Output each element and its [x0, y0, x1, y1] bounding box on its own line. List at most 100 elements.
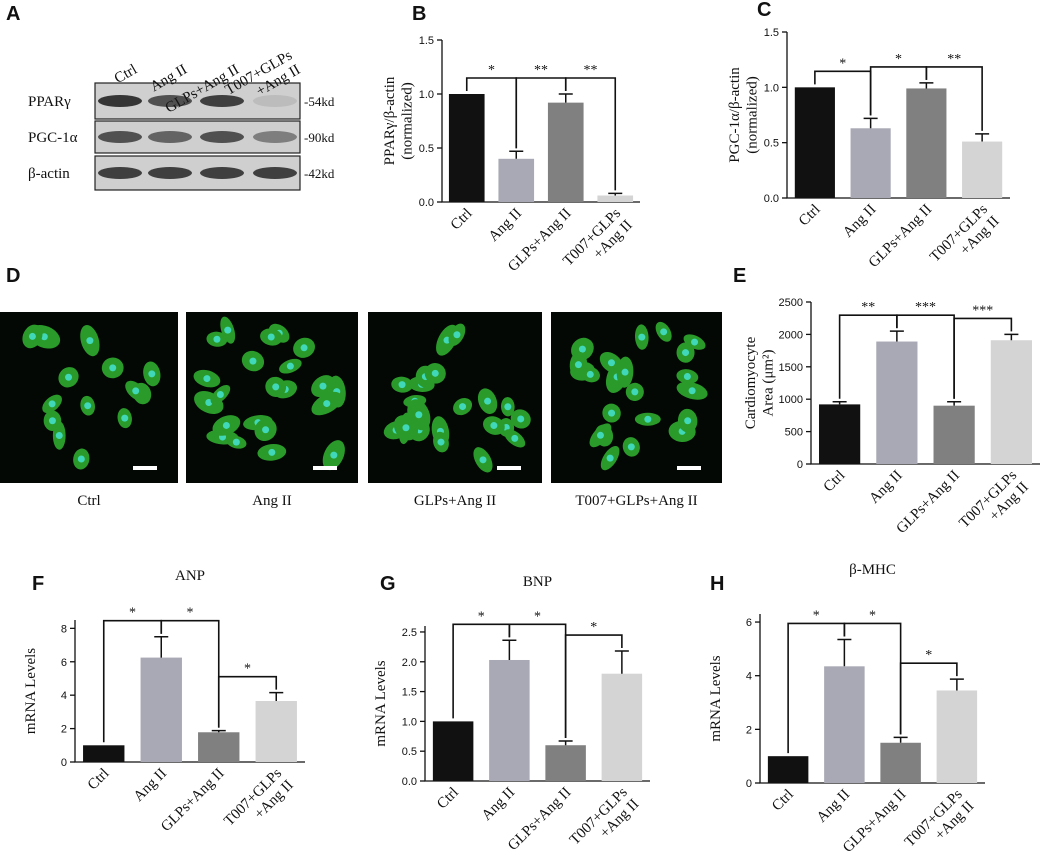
significance-bracket: [217, 675, 278, 728]
y-tick-label: 1000: [779, 394, 803, 406]
bar: [597, 195, 634, 202]
nucleus: [586, 370, 594, 378]
y-tick-label: 2: [61, 724, 67, 736]
nucleus: [627, 443, 635, 451]
nucleus: [40, 333, 48, 341]
y-axis-label-line: Area (μm²): [760, 349, 776, 416]
y-axis-label-line: mRNA Levels: [708, 655, 724, 741]
scale-bar: [677, 466, 701, 470]
scale-bar: [133, 466, 157, 470]
error-bar: [919, 82, 934, 89]
bar: [876, 341, 918, 464]
panel-letter: F: [32, 573, 44, 595]
significance-label: *: [129, 606, 136, 621]
y-tick-label: 2500: [779, 297, 803, 309]
image-caption: GLPs+Ang II: [414, 493, 496, 509]
nucleus: [453, 331, 461, 339]
x-tick-label: T007+GLPs+Ang II: [567, 784, 643, 860]
y-tick-label: 1.5: [419, 35, 434, 47]
nucleus: [608, 409, 616, 417]
nucleus: [84, 402, 92, 410]
panel-letter: A: [6, 3, 20, 25]
bar: [824, 666, 865, 783]
image-caption: Ctrl: [77, 493, 100, 509]
significance-label: *: [869, 608, 876, 623]
y-tick-label: 2.5: [402, 627, 417, 639]
nucleus: [511, 434, 519, 442]
error-bar: [154, 635, 169, 658]
y-tick-label: 4: [746, 671, 752, 683]
y-axis-label-line: mRNA Levels: [23, 648, 39, 734]
nucleus: [109, 364, 117, 372]
y-axis-label: mRNA Levels: [708, 655, 724, 741]
y-axis-label-line: mRNA Levels: [373, 660, 389, 746]
y-tick-label: 0: [61, 757, 67, 769]
bar: [255, 701, 297, 762]
nucleus: [86, 337, 94, 345]
y-tick-label: 0: [746, 778, 752, 790]
x-tick-label: Ctrl: [796, 202, 824, 230]
nucleus: [415, 411, 423, 419]
bar: [198, 732, 240, 762]
nucleus: [459, 403, 467, 411]
x-tick-label: T007+GLPs+Ang II: [956, 467, 1032, 543]
panel-letter: H: [710, 573, 724, 595]
nucleus: [484, 397, 492, 405]
nucleus: [684, 417, 692, 425]
x-tick-label: T007+GLPs+Ang II: [221, 765, 297, 841]
blot-band: [253, 167, 297, 179]
y-tick-label: 0.0: [764, 193, 779, 205]
panel-letter: B: [412, 3, 426, 25]
nucleus: [431, 369, 439, 377]
blot-band: [200, 167, 244, 179]
error-bar: [975, 133, 990, 142]
bar: [906, 88, 947, 198]
nucleus: [683, 373, 691, 381]
x-tick-label: Ctrl: [769, 787, 797, 815]
nucleus: [644, 415, 652, 423]
nucleus: [517, 415, 525, 423]
x-tick-label: T007+GLPs+Ang II: [927, 201, 1003, 277]
x-tick-label: Ctrl: [448, 206, 476, 234]
bar: [880, 742, 921, 783]
bar: [601, 673, 643, 781]
panel-letter: G: [380, 573, 396, 595]
y-axis-label-line: PGC-1α/β-actin: [727, 67, 743, 163]
nucleus: [300, 344, 308, 352]
significance-label: *: [895, 52, 902, 67]
nucleus: [682, 349, 690, 357]
nucleus: [268, 448, 276, 456]
significance-bracket: [564, 77, 617, 191]
nucleus: [330, 451, 338, 459]
y-tick-label: 6: [746, 617, 752, 629]
y-tick-label: 1.0: [419, 89, 434, 101]
nucleus: [606, 454, 614, 462]
y-tick-label: 0.0: [419, 197, 434, 209]
significance-bracket: [953, 317, 1013, 399]
y-tick-label: 0.5: [419, 143, 434, 155]
nucleus: [213, 335, 221, 343]
nucleus: [272, 383, 280, 391]
blot-band: [98, 167, 142, 179]
y-tick-label: 2: [746, 724, 752, 736]
nucleus: [323, 400, 331, 408]
bar: [140, 657, 182, 762]
nucleus: [286, 362, 294, 370]
row-label: β-actin: [28, 166, 70, 182]
nucleus: [224, 326, 232, 334]
nucleus: [148, 370, 156, 378]
bar: [819, 404, 861, 464]
error-bar: [949, 678, 964, 691]
blot-band: [253, 95, 297, 107]
error-bar: [837, 638, 852, 667]
significance-label: *: [925, 648, 932, 663]
y-axis-label: mRNA Levels: [373, 660, 389, 746]
size-label: -90kd: [304, 130, 335, 145]
y-tick-label: 2000: [779, 329, 803, 341]
significance-label: ***: [915, 300, 936, 315]
y-tick-label: 0: [797, 459, 803, 471]
nucleus: [77, 455, 85, 463]
nucleus: [216, 391, 224, 399]
error-bar: [502, 639, 517, 660]
significance-label: *: [534, 609, 541, 624]
